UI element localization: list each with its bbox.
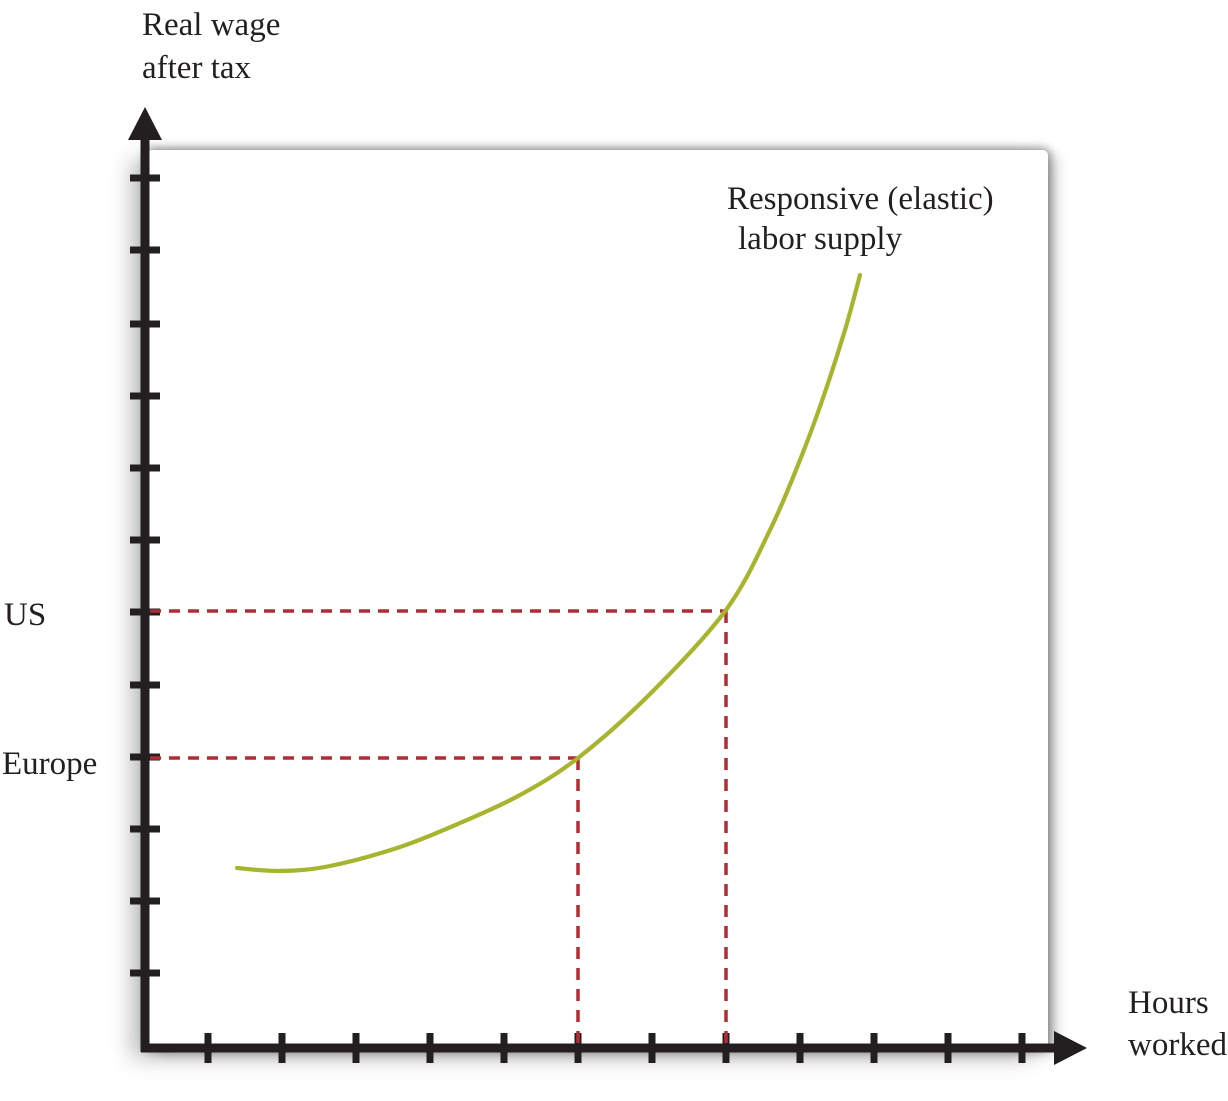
curve-label-line2: labor supply (738, 221, 903, 257)
labor-supply-curve (234, 272, 863, 874)
y-axis-arrowhead (128, 107, 162, 140)
y-axis-title: Real wage after tax (142, 4, 280, 90)
y-axis-title-line2: after tax (142, 50, 252, 86)
curve-label: Responsive (elastic) labor supply (727, 179, 994, 259)
europe-label: Europe (2, 746, 98, 782)
x-axis-title-line1: Hours (1128, 985, 1209, 1021)
plot-area (147, 150, 1048, 1048)
x-axis-title-line2: worked (1128, 1027, 1227, 1063)
y-axis-title-line1: Real wage (142, 7, 281, 43)
x-axis-title: Hours worked (1128, 982, 1227, 1066)
curve-label-line1: Responsive (elastic) (727, 181, 994, 217)
us-label: US (4, 597, 47, 633)
x-axis-arrowhead (1054, 1031, 1087, 1065)
